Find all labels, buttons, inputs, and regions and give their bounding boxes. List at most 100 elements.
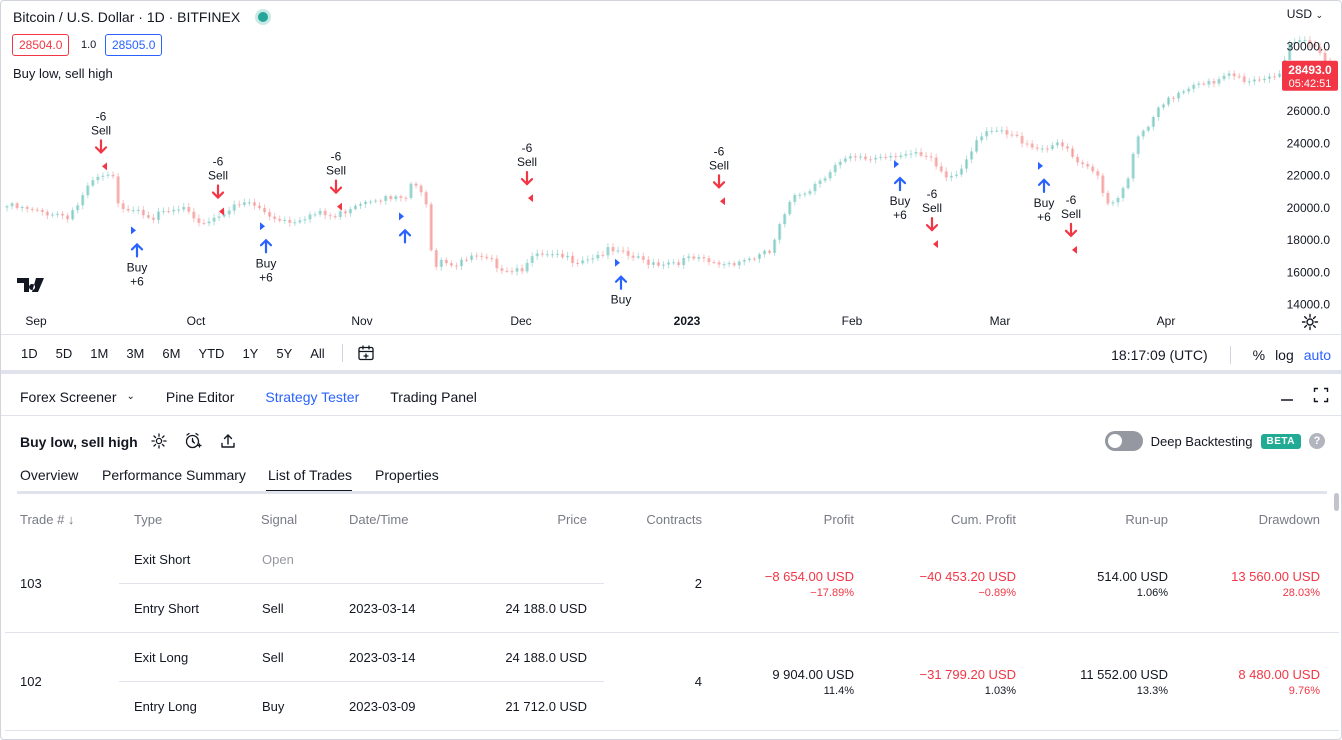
price-chart[interactable]: 30000.028000.026000.024000.022000.020000… xyxy=(1,1,1342,335)
candle-body xyxy=(1045,148,1049,150)
candle-body xyxy=(909,153,913,155)
candle-body xyxy=(863,156,868,160)
candle-body xyxy=(419,185,423,193)
strategy-settings-gear-icon[interactable] xyxy=(150,432,168,450)
candle-body xyxy=(273,216,277,219)
candle-body xyxy=(1278,73,1282,77)
go-to-date-calendar-icon[interactable] xyxy=(357,344,375,362)
tab-pine-editor[interactable]: Pine Editor xyxy=(165,388,235,405)
minimize-panel-icon[interactable] xyxy=(1279,387,1295,408)
col-header-trade[interactable]: Trade # ↓ xyxy=(20,512,75,527)
candle-body xyxy=(919,152,923,156)
maximize-panel-icon[interactable] xyxy=(1313,387,1329,408)
candle-body xyxy=(500,268,504,271)
exit-signal: Sell xyxy=(262,650,284,665)
runup-percent: 1.06% xyxy=(1136,587,1168,599)
candle-body xyxy=(1262,78,1267,81)
help-icon[interactable]: ? xyxy=(1309,433,1325,449)
range-1y[interactable]: 1Y xyxy=(242,345,259,361)
tab-forex-screener[interactable]: Forex Screener ⌄ xyxy=(20,389,135,405)
candle-body xyxy=(767,250,772,253)
candle-body xyxy=(363,201,368,204)
currency-selector[interactable]: USD ⌄ xyxy=(1287,7,1323,21)
candle-body xyxy=(1308,40,1312,45)
utc-clock[interactable]: 18:17:09 (UTC) xyxy=(1111,347,1208,363)
candle-body xyxy=(1010,134,1014,136)
candle-body xyxy=(591,258,595,260)
tab-trading-panel[interactable]: Trading Panel xyxy=(390,388,477,405)
sell-marker-icon xyxy=(219,207,224,216)
range-5y[interactable]: 5Y xyxy=(276,345,293,361)
candle-body xyxy=(444,259,448,264)
candle-body xyxy=(586,259,590,261)
order-quantity[interactable]: 1.0 xyxy=(81,39,97,51)
chevron-down-icon[interactable]: ⌄ xyxy=(126,391,135,402)
buy-arrow-icon xyxy=(259,238,273,254)
tab-properties[interactable]: Properties xyxy=(375,467,439,483)
range-1m[interactable]: 1M xyxy=(90,345,109,361)
tab-list-of-trades[interactable]: List of Trades xyxy=(268,467,353,483)
profit: 9 904.00 USD xyxy=(772,667,854,682)
candle-body xyxy=(1141,130,1145,137)
sell-marker-icon xyxy=(102,162,107,171)
export-upload-icon[interactable] xyxy=(219,432,237,450)
candle-body xyxy=(1131,153,1135,179)
range-ytd[interactable]: YTD xyxy=(198,345,225,361)
candle-body xyxy=(939,166,943,172)
alert-clock-icon[interactable] xyxy=(184,432,202,450)
candle-body xyxy=(1197,83,1201,85)
candle-body xyxy=(1212,80,1216,84)
chart-settings-gear-icon[interactable] xyxy=(1301,313,1319,331)
col-header-runup: Run-up xyxy=(1125,512,1168,527)
sell-price-button[interactable]: 28504.0 xyxy=(12,34,70,56)
signal-label: Buy xyxy=(1034,196,1055,210)
range-1d[interactable]: 1D xyxy=(21,345,38,361)
range-all[interactable]: All xyxy=(310,345,325,361)
strategy-legend[interactable]: Buy low, sell high xyxy=(13,66,113,81)
candle-body xyxy=(475,255,479,257)
candle-body xyxy=(616,250,620,252)
candle-body xyxy=(1298,40,1302,42)
tab-performance-summary[interactable]: Performance Summary xyxy=(102,467,246,483)
candle-body xyxy=(131,210,135,212)
candle-body xyxy=(1272,76,1277,78)
col-header-cum-profit: Cum. Profit xyxy=(950,512,1016,527)
candle-body xyxy=(1187,88,1191,92)
candle-body xyxy=(439,259,443,267)
auto-scale-toggle[interactable]: auto xyxy=(1303,347,1331,363)
log-scale-toggle[interactable]: log xyxy=(1275,347,1294,363)
range-6m[interactable]: 6M xyxy=(162,345,181,361)
signal-qty: -6 xyxy=(714,144,725,158)
candle-body xyxy=(737,261,741,266)
range-5d[interactable]: 5D xyxy=(55,345,73,361)
candle-body xyxy=(409,183,413,198)
candle-body xyxy=(202,222,206,224)
candle-body xyxy=(813,183,817,192)
cum-profit-percent: 1.03% xyxy=(984,685,1016,697)
chart-pane[interactable]: 30000.028000.026000.024000.022000.020000… xyxy=(1,1,1342,335)
candle-body xyxy=(505,270,509,272)
sell-marker-icon xyxy=(528,194,533,203)
percent-scale-toggle[interactable]: % xyxy=(1252,347,1266,363)
cum-profit-percent: −0.89% xyxy=(978,587,1016,599)
candle-body xyxy=(884,156,888,158)
candle-body xyxy=(268,212,272,217)
table-scrollbar[interactable] xyxy=(1334,493,1339,511)
x-axis-tick-label: 2023 xyxy=(674,314,701,328)
range-3m[interactable]: 3M xyxy=(126,345,145,361)
candle-body xyxy=(1151,116,1155,127)
candle-body xyxy=(197,218,201,223)
candle-body xyxy=(151,217,156,220)
candle-body xyxy=(81,195,85,206)
candle-body xyxy=(848,156,852,159)
symbol-title[interactable]: Bitcoin / U.S. Dollar · 1D · BITFINEX xyxy=(13,9,269,25)
time-range-toolbar: 1D 5D 1M 3M 6M YTD 1Y 5Y All 18:17:09 (U… xyxy=(1,336,1341,374)
deep-backtesting-toggle[interactable] xyxy=(1104,431,1143,451)
signal-label: Sell xyxy=(517,155,537,169)
tab-overview[interactable]: Overview xyxy=(20,467,79,483)
candle-body xyxy=(899,155,903,158)
candle-body xyxy=(323,210,327,216)
signal-qty: -6 xyxy=(331,150,342,164)
tab-strategy-tester[interactable]: Strategy Tester xyxy=(265,388,360,405)
buy-price-button[interactable]: 28505.0 xyxy=(105,34,163,56)
